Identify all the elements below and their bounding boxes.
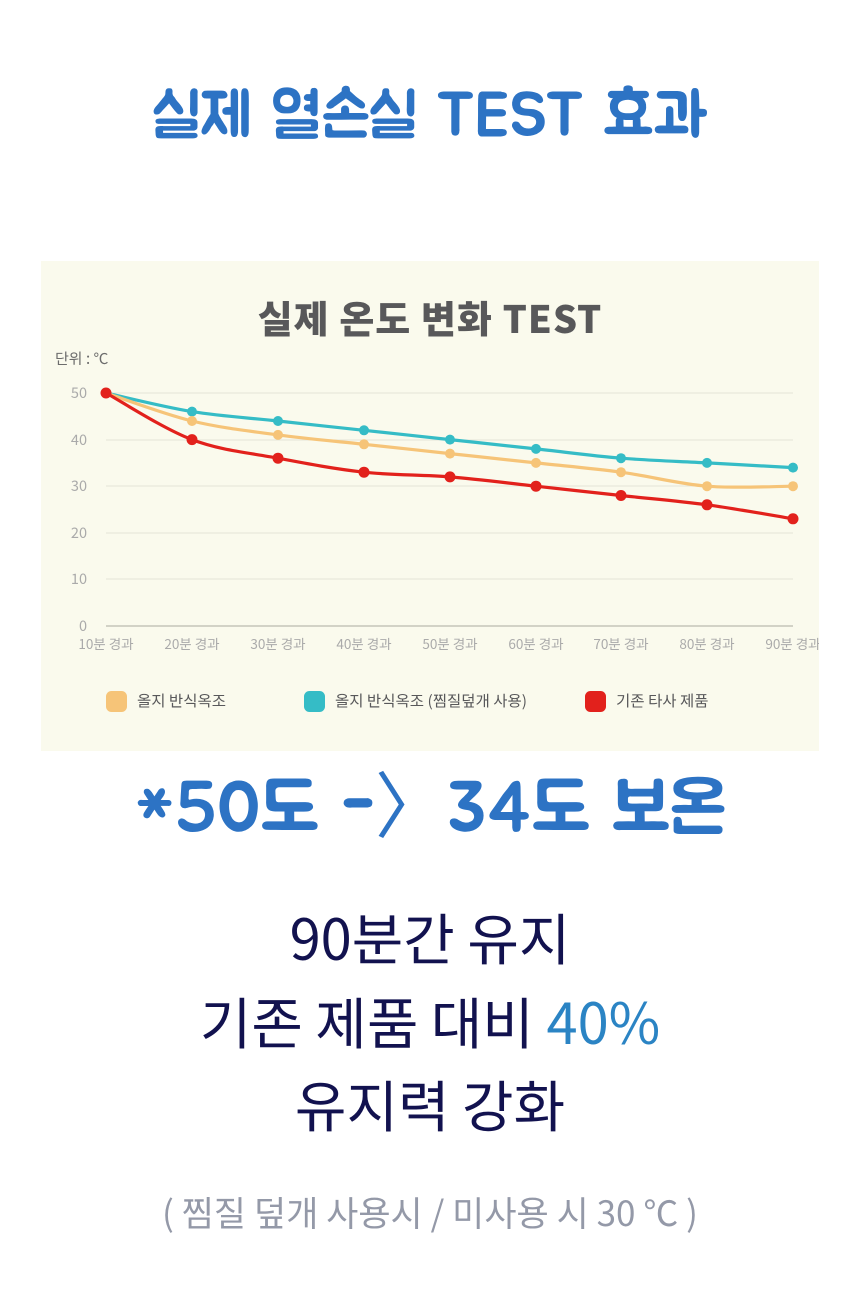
svg-text:90분 경과: 90분 경과 [765,633,819,653]
svg-text:30: 30 [71,475,87,496]
svg-text:20: 20 [71,522,87,543]
svg-text:10분 경과: 10분 경과 [78,633,133,653]
svg-text:올지 반식옥조 (찜질덮개 사용): 올지 반식옥조 (찜질덮개 사용) [335,690,527,712]
svg-text:기존 타사 제품: 기존 타사 제품 [616,690,709,712]
svg-text:올지 반식옥조: 올지 반식옥조 [137,690,226,712]
svg-text:40분 경과: 40분 경과 [336,633,391,653]
svg-text:60분 경과: 60분 경과 [508,633,563,653]
svg-text:30분 경과: 30분 경과 [250,633,305,653]
svg-text:80분 경과: 80분 경과 [679,633,734,653]
svg-text:10: 10 [71,568,87,589]
svg-text:50분 경과: 50분 경과 [422,633,477,653]
svg-text:20분 경과: 20분 경과 [164,633,219,653]
svg-text:70분 경과: 70분 경과 [593,633,648,653]
svg-text:40: 40 [71,429,87,450]
svg-text:50: 50 [71,382,87,403]
